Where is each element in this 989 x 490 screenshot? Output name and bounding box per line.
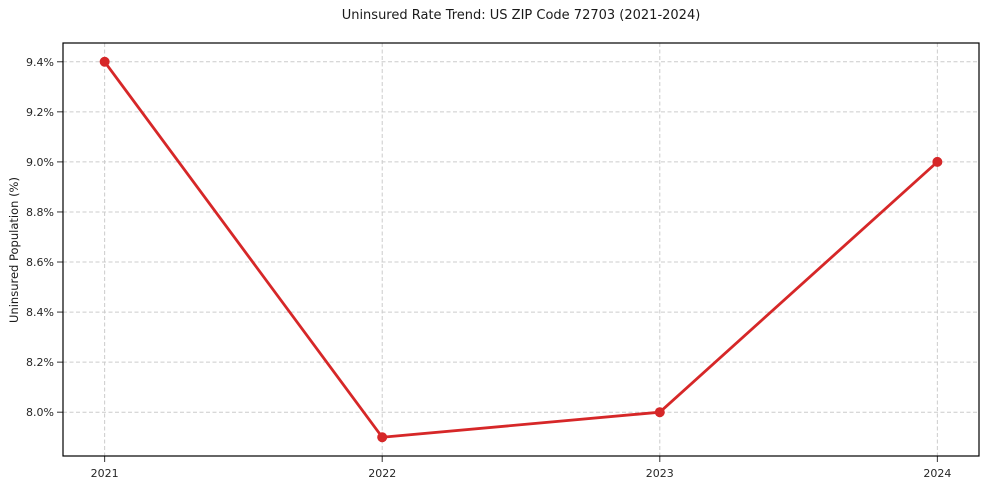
y-tick-label: 8.0%: [26, 406, 54, 419]
y-tick-label: 8.6%: [26, 256, 54, 269]
y-tick-label: 9.2%: [26, 106, 54, 119]
y-tick-label: 9.4%: [26, 56, 54, 69]
x-tick-label: 2024: [923, 467, 951, 480]
data-point-2023: [654, 407, 665, 418]
trend-line: [103, 60, 939, 439]
y-tick-label: 8.2%: [26, 356, 54, 369]
chart-title: Uninsured Rate Trend: US ZIP Code 72703 …: [341, 8, 701, 23]
data-point-2021: [99, 56, 110, 67]
y-tick-label: 8.4%: [26, 306, 54, 319]
x-tick-label: 2022: [368, 467, 396, 480]
x-tick-label: 2021: [91, 467, 119, 480]
data-point-2022: [377, 432, 388, 443]
data-point-2024: [932, 156, 943, 167]
plot-border: [62, 42, 980, 457]
y-tick-label: 8.8%: [26, 206, 54, 219]
y-tick-label: 9.0%: [26, 156, 54, 169]
x-tick-label: 2023: [646, 467, 674, 480]
